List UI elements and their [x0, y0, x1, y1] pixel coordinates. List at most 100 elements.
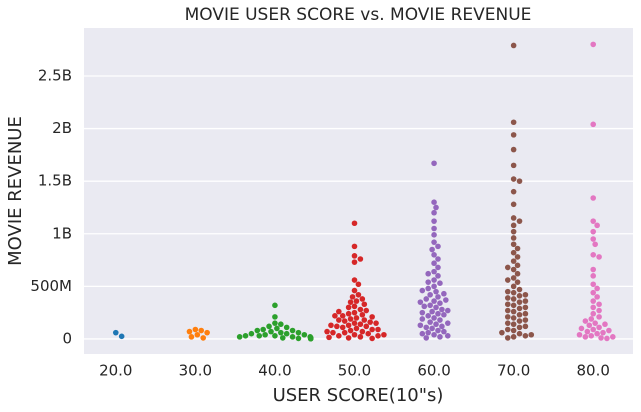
x-axis-label: USER SCORE(10"s) [273, 385, 444, 406]
point [307, 335, 314, 342]
point [510, 201, 517, 208]
point [429, 246, 435, 253]
point [592, 320, 598, 326]
point [332, 313, 338, 319]
point [419, 287, 426, 294]
point [336, 333, 342, 339]
point [425, 279, 431, 285]
point [328, 322, 334, 329]
point [351, 309, 358, 316]
point [295, 329, 302, 336]
point [351, 243, 358, 250]
point [596, 314, 602, 320]
point [590, 298, 597, 304]
point [341, 318, 348, 324]
point [353, 325, 360, 332]
point [510, 266, 517, 273]
point [421, 303, 428, 310]
point [272, 314, 278, 320]
point [381, 331, 387, 338]
point [361, 301, 368, 308]
point [375, 326, 381, 333]
y-tick-label: 1B [52, 224, 72, 242]
point [594, 285, 600, 292]
point [339, 324, 346, 331]
x-tick-label: 40.0 [258, 362, 291, 380]
point [590, 218, 597, 224]
point [431, 252, 437, 258]
point [510, 222, 517, 229]
y-axis-label: MOVIE REVENUE [5, 116, 26, 266]
x-tick-label: 80.0 [577, 362, 610, 380]
point [431, 268, 437, 275]
point [274, 325, 280, 332]
point [351, 331, 358, 338]
point [419, 309, 426, 316]
point [510, 146, 517, 153]
x-tick-label: 30.0 [179, 362, 212, 380]
point [347, 316, 354, 322]
point [504, 277, 511, 283]
point [516, 218, 523, 224]
point [516, 299, 523, 305]
x-tick-label: 20.0 [99, 362, 132, 380]
point [443, 297, 449, 303]
point [431, 209, 437, 216]
point [590, 228, 597, 235]
point [435, 243, 441, 250]
point [262, 331, 268, 338]
point [504, 301, 511, 308]
point [359, 311, 366, 318]
point [522, 333, 529, 339]
point [289, 334, 296, 340]
point [590, 273, 597, 279]
point [194, 331, 201, 338]
point [590, 326, 597, 333]
point [590, 252, 597, 258]
point [425, 270, 431, 277]
point [347, 327, 354, 334]
point [444, 307, 451, 314]
point [423, 324, 430, 331]
point [353, 315, 360, 321]
point [435, 273, 441, 279]
point [510, 321, 517, 328]
point [516, 311, 523, 318]
point [435, 310, 441, 317]
point [504, 288, 511, 295]
point [431, 160, 437, 167]
point [516, 293, 523, 299]
point [594, 294, 600, 300]
point [419, 330, 426, 337]
point [427, 319, 433, 325]
point [186, 328, 193, 335]
point [431, 298, 437, 304]
point [431, 260, 437, 267]
point [279, 335, 286, 341]
point [528, 331, 535, 338]
point [351, 320, 358, 326]
point [590, 289, 597, 296]
point [516, 318, 523, 324]
point [510, 296, 517, 302]
point [431, 283, 437, 290]
point [516, 286, 523, 293]
point [351, 253, 358, 259]
point [504, 264, 511, 271]
point [435, 264, 441, 271]
point [516, 324, 523, 331]
point [516, 330, 523, 337]
point [588, 316, 595, 322]
point [514, 270, 521, 277]
point [437, 280, 443, 287]
point [594, 222, 600, 229]
point [510, 302, 517, 309]
point [254, 327, 261, 334]
point [510, 249, 517, 256]
point [118, 333, 125, 340]
point [590, 266, 597, 273]
point [431, 232, 437, 238]
point [504, 320, 511, 326]
point [429, 308, 435, 315]
point [200, 335, 206, 341]
